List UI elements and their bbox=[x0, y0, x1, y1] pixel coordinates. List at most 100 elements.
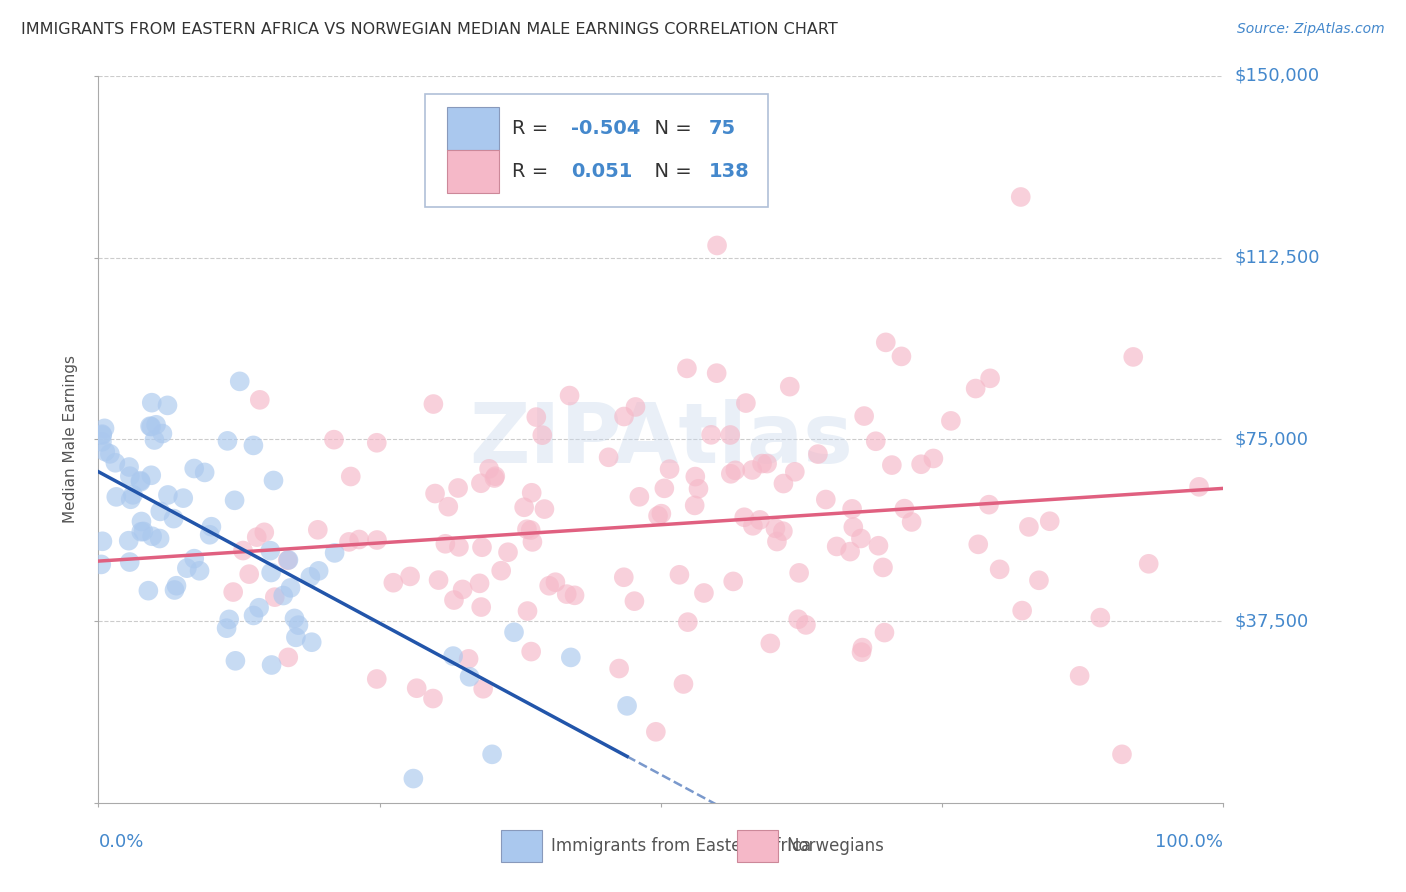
Point bbox=[470, 476, 492, 491]
Point bbox=[90, 558, 112, 572]
Text: Source: ZipAtlas.com: Source: ZipAtlas.com bbox=[1237, 22, 1385, 37]
Point bbox=[229, 375, 252, 389]
Point bbox=[644, 724, 666, 739]
Point bbox=[218, 612, 240, 626]
Point bbox=[880, 458, 903, 472]
Point bbox=[814, 492, 837, 507]
Point bbox=[122, 488, 145, 502]
Point bbox=[851, 640, 873, 655]
Point bbox=[188, 564, 211, 578]
Point bbox=[531, 428, 554, 442]
Point bbox=[91, 534, 114, 549]
Point bbox=[337, 535, 360, 549]
Point bbox=[152, 426, 174, 441]
Point bbox=[979, 371, 1001, 385]
Point bbox=[259, 543, 281, 558]
Point bbox=[339, 469, 361, 483]
Text: -0.504: -0.504 bbox=[571, 120, 640, 138]
Point bbox=[700, 427, 723, 442]
Point bbox=[613, 570, 636, 584]
Point bbox=[271, 589, 294, 603]
Point bbox=[472, 681, 495, 696]
Point bbox=[98, 447, 121, 461]
Text: $150,000: $150,000 bbox=[1234, 67, 1319, 85]
Point bbox=[842, 520, 865, 534]
Point bbox=[724, 463, 747, 477]
Point bbox=[260, 658, 283, 673]
Point bbox=[307, 523, 329, 537]
Y-axis label: Median Male Earnings: Median Male Earnings bbox=[63, 355, 79, 524]
Point bbox=[139, 419, 162, 434]
Point bbox=[163, 582, 186, 597]
Point bbox=[718, 428, 741, 442]
Point bbox=[423, 486, 446, 500]
Point bbox=[443, 593, 465, 607]
Point bbox=[1011, 604, 1033, 618]
Point bbox=[721, 574, 744, 589]
Point bbox=[149, 504, 172, 518]
FancyBboxPatch shape bbox=[737, 830, 778, 863]
Point bbox=[200, 519, 222, 533]
Point bbox=[1188, 480, 1211, 494]
Point bbox=[538, 579, 561, 593]
Point bbox=[787, 566, 810, 580]
Point bbox=[922, 451, 945, 466]
Point bbox=[129, 474, 152, 488]
Point bbox=[558, 388, 581, 402]
Point bbox=[162, 511, 184, 525]
Point bbox=[751, 457, 773, 471]
Point bbox=[458, 670, 481, 684]
Point bbox=[650, 507, 672, 521]
Text: Immigrants from Eastern Africa: Immigrants from Eastern Africa bbox=[551, 838, 811, 855]
Point bbox=[471, 540, 494, 554]
Point bbox=[437, 500, 460, 514]
Point bbox=[787, 612, 810, 626]
Point bbox=[688, 482, 710, 496]
Point bbox=[849, 532, 872, 546]
Point bbox=[668, 567, 690, 582]
Point bbox=[628, 490, 651, 504]
FancyBboxPatch shape bbox=[447, 151, 499, 194]
Point bbox=[323, 546, 346, 560]
FancyBboxPatch shape bbox=[425, 94, 768, 207]
Point bbox=[366, 672, 388, 686]
Point bbox=[865, 434, 887, 449]
Point bbox=[748, 513, 770, 527]
Point bbox=[222, 585, 245, 599]
Point bbox=[988, 562, 1011, 576]
Point bbox=[94, 444, 117, 458]
Point bbox=[283, 611, 305, 625]
Point bbox=[447, 540, 470, 554]
Point bbox=[544, 575, 567, 590]
Point bbox=[260, 566, 283, 580]
Point bbox=[470, 600, 492, 615]
Text: 100.0%: 100.0% bbox=[1156, 833, 1223, 851]
Point bbox=[301, 635, 323, 649]
Point bbox=[249, 392, 271, 407]
Point bbox=[91, 427, 114, 442]
Point bbox=[759, 636, 782, 650]
Point bbox=[1039, 514, 1062, 528]
Point bbox=[520, 644, 543, 658]
Point bbox=[779, 379, 801, 393]
Point bbox=[741, 463, 763, 477]
Point bbox=[519, 523, 541, 537]
Point bbox=[441, 649, 464, 664]
Point bbox=[129, 475, 152, 489]
Point bbox=[149, 532, 172, 546]
Point bbox=[1010, 190, 1032, 204]
Point bbox=[939, 414, 962, 428]
Point bbox=[143, 433, 166, 447]
Point bbox=[246, 530, 269, 544]
Point bbox=[118, 555, 141, 569]
Point bbox=[287, 618, 309, 632]
Point bbox=[489, 564, 512, 578]
Point bbox=[156, 398, 179, 412]
Point bbox=[868, 539, 890, 553]
Point bbox=[1090, 610, 1112, 624]
Point bbox=[427, 573, 450, 587]
Point bbox=[676, 615, 699, 629]
Point bbox=[496, 545, 519, 559]
Text: N =: N = bbox=[641, 162, 697, 181]
Point bbox=[402, 772, 425, 786]
